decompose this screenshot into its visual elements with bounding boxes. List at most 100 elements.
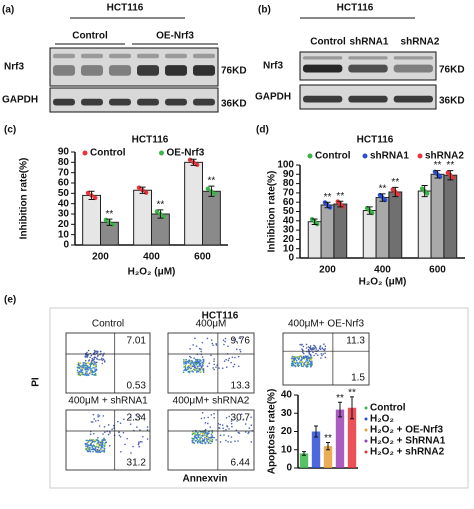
error-bar (88, 190, 95, 201)
flow-event (95, 443, 98, 445)
flow-event (78, 373, 81, 375)
flow-event (195, 367, 198, 370)
flow-event (191, 360, 194, 363)
flow-event (231, 356, 234, 359)
flow-event (203, 441, 206, 443)
flow-event (224, 340, 226, 343)
flow-event (90, 362, 93, 364)
flow-event (301, 360, 303, 363)
flow-event (299, 343, 301, 346)
flow-event (215, 344, 218, 346)
flow-event (98, 443, 101, 446)
flow-event (191, 437, 194, 440)
flow-event (88, 366, 91, 369)
error-bar (139, 186, 146, 194)
bar (307, 221, 322, 259)
flow-event (305, 360, 307, 362)
flow-event (82, 366, 85, 368)
flow-event (99, 350, 102, 353)
flow-event (188, 360, 191, 363)
flow-event (307, 346, 310, 348)
error-bar (324, 201, 331, 209)
flow-event (234, 338, 237, 341)
bar (388, 191, 403, 259)
flow-event (244, 423, 247, 425)
flow-event (219, 423, 221, 426)
flow-event (204, 442, 207, 445)
flow-event (187, 361, 190, 364)
error-bar (421, 184, 428, 198)
error-bar (366, 206, 373, 215)
flow-event (92, 450, 94, 453)
flow-event (301, 349, 304, 352)
legend-marker (82, 150, 88, 156)
flow-event (93, 441, 96, 443)
flow-event (200, 348, 202, 350)
flow-event (302, 365, 304, 368)
flow-event (84, 359, 87, 362)
flow-event (232, 365, 235, 368)
flow-event (122, 431, 125, 434)
flow-event (295, 359, 298, 362)
significance-label: ** (336, 191, 344, 202)
flow-event (102, 358, 105, 361)
quadrant-value: 31.2 (127, 458, 147, 469)
flow-event (206, 365, 209, 368)
flow-event (93, 358, 95, 361)
flow-event (225, 428, 227, 431)
flow-event (193, 365, 196, 367)
flow-event (322, 353, 324, 355)
flow-event (146, 438, 149, 440)
flow-event (105, 441, 108, 443)
bar (320, 204, 335, 259)
flow-event (221, 424, 224, 426)
y-tick-label: 30 (58, 209, 70, 220)
bar (335, 409, 345, 468)
flow-event (88, 444, 91, 447)
flow-event (139, 415, 142, 418)
flow-event (196, 370, 199, 373)
flow-event (86, 439, 88, 442)
significance-label: ** (446, 160, 454, 171)
flow-event (186, 361, 188, 363)
size-label: 76KD (221, 66, 247, 77)
flow-event (193, 366, 196, 369)
blot-band (81, 53, 103, 59)
replicate-dot (92, 195, 98, 201)
quadrant-value: 13.3 (231, 381, 251, 392)
flow-event (130, 452, 132, 454)
quadrant-value: 7.01 (127, 336, 147, 347)
size-label: 76KD (439, 65, 465, 76)
error-bar (392, 186, 399, 198)
flow-event (203, 437, 206, 439)
y-tick-label: 20 (58, 219, 70, 230)
flow-event (120, 450, 122, 453)
flow-event (199, 441, 201, 444)
replicate-dot (143, 190, 149, 195)
flow-event (211, 435, 214, 437)
flow-event (93, 360, 96, 363)
flow-event (219, 441, 222, 443)
flow-event (215, 439, 217, 441)
flow-event (312, 351, 314, 354)
error-bar (338, 401, 342, 418)
flow-event (146, 426, 149, 428)
flow-event (313, 344, 315, 347)
bar (299, 453, 309, 468)
flow-event (192, 438, 195, 441)
replicate-dot (161, 214, 167, 219)
flow-event (107, 433, 110, 436)
flow-event (89, 363, 92, 366)
flow-event (305, 366, 308, 368)
flow-event (230, 361, 232, 364)
flow-event (97, 419, 100, 422)
flow-event (307, 363, 309, 366)
flow-event (101, 450, 103, 453)
flow-event (292, 362, 294, 365)
flow-event (86, 355, 88, 358)
y-tick-label: 50 (283, 206, 295, 217)
flow-event (207, 442, 210, 444)
flow-title: HCT116 (202, 311, 239, 322)
blot-band (53, 98, 75, 106)
